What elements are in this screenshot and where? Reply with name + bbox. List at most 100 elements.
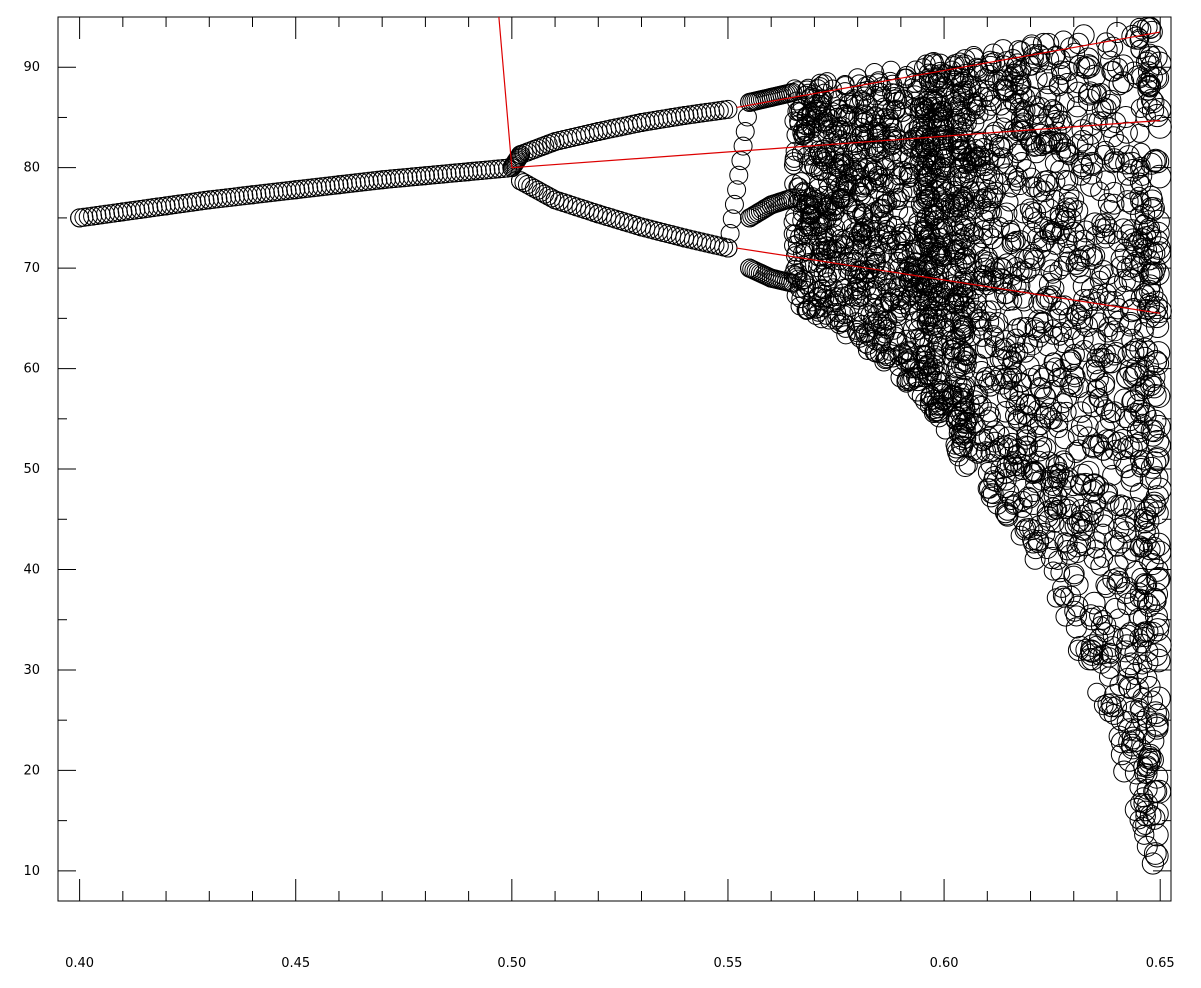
y-tick-label: 90 (23, 60, 40, 75)
data-point (731, 151, 751, 171)
data-point (831, 229, 851, 249)
data-point (1007, 411, 1028, 431)
data-point (1071, 463, 1094, 486)
data-point (1131, 633, 1152, 654)
data-point (510, 145, 530, 165)
data-point (957, 107, 977, 127)
data-point (994, 330, 1017, 352)
data-point (1095, 228, 1116, 249)
data-point (1007, 167, 1028, 188)
data-point (1129, 431, 1150, 451)
data-point (893, 230, 914, 251)
data-point (1087, 291, 1107, 311)
data-point (1047, 121, 1067, 142)
data-point (1026, 426, 1049, 448)
data-point (968, 80, 989, 101)
data-point (1112, 54, 1135, 77)
data-point (502, 158, 522, 178)
data-point (1147, 633, 1172, 658)
data-point (1048, 133, 1068, 153)
data-point (1093, 507, 1114, 527)
data-point (1001, 355, 1021, 375)
data-point (885, 89, 906, 109)
data-point (1103, 291, 1125, 312)
data-point (1092, 610, 1113, 630)
data-point (802, 203, 822, 223)
data-point (935, 119, 955, 139)
data-point (1140, 66, 1163, 89)
data-point (1142, 807, 1166, 830)
data-point (808, 174, 828, 194)
data-point (1146, 612, 1170, 637)
data-point (199, 190, 219, 210)
annotation-line (511, 119, 1161, 169)
data-point (467, 161, 487, 181)
data-point (1009, 261, 1030, 282)
data-point (892, 241, 913, 262)
data-point (972, 188, 993, 209)
data-point (1010, 456, 1031, 477)
data-point (1146, 532, 1171, 557)
data-point (971, 311, 992, 332)
data-point (1033, 180, 1055, 203)
data-point (985, 440, 1007, 462)
data-point (961, 326, 981, 347)
x-tick-label: 0.50 (497, 956, 526, 971)
data-point (966, 95, 987, 116)
data-point (914, 219, 934, 240)
data-point (1066, 303, 1088, 325)
data-point (1001, 490, 1021, 511)
data-point (957, 147, 977, 167)
data-point (931, 382, 952, 404)
data-point (952, 286, 974, 307)
data-point (1116, 163, 1140, 186)
data-point (846, 164, 866, 184)
data-point (1004, 165, 1025, 185)
y-tick-label: 20 (23, 763, 40, 778)
data-point (1019, 488, 1040, 509)
data-point (1039, 289, 1062, 312)
data-point (1009, 75, 1030, 95)
data-point (1077, 54, 1100, 77)
data-point (1065, 441, 1087, 463)
data-point (800, 115, 820, 135)
data-point (675, 228, 695, 248)
data-point (958, 455, 978, 475)
data-point (1089, 645, 1109, 666)
data-point (941, 263, 962, 284)
data-point (1045, 46, 1065, 66)
data-point (1125, 508, 1149, 532)
data-point (1071, 310, 1094, 333)
data-point (1051, 65, 1072, 85)
data-point (886, 159, 906, 180)
data-point (1117, 592, 1140, 616)
data-point (967, 157, 987, 178)
data-point (1088, 111, 1108, 131)
data-point (372, 170, 392, 190)
data-point (971, 396, 992, 417)
data-point (918, 260, 938, 280)
data-point (834, 278, 854, 298)
data-point (1048, 367, 1068, 388)
data-point (1097, 193, 1119, 214)
data-point (946, 165, 967, 187)
data-point (871, 134, 891, 154)
data-point (1065, 605, 1088, 627)
data-point (915, 209, 935, 229)
annotation-line (736, 247, 1161, 314)
data-point (1043, 561, 1063, 581)
data-point (936, 171, 956, 191)
axes: 0.40 0.45 0.50 0.55 0.60 0.65 10 20 30 40 50 60 70 80… (23, 17, 1175, 971)
data-point (1011, 108, 1031, 129)
data-point (874, 204, 894, 224)
data-point (70, 208, 90, 228)
data-point (870, 299, 890, 319)
data-point (1134, 346, 1155, 368)
data-point (1053, 333, 1074, 354)
data-point (788, 188, 808, 208)
data-point (1005, 405, 1025, 426)
data-point (1061, 373, 1083, 394)
data-point (1140, 456, 1163, 479)
data-point (834, 163, 854, 183)
data-point (786, 125, 806, 145)
